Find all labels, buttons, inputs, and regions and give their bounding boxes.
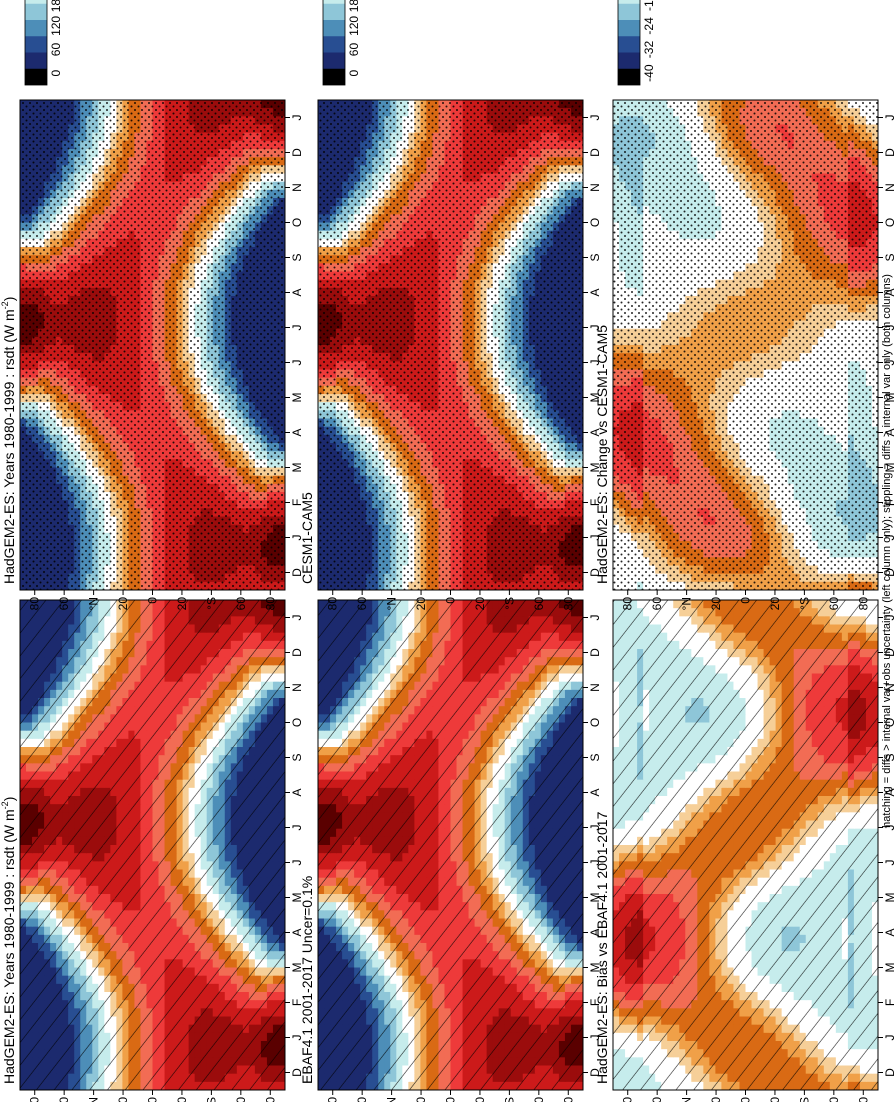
y-tick-label: 80: [28, 1097, 42, 1102]
x-tick-label: M: [290, 893, 304, 903]
heatmap-field: [20, 600, 285, 1090]
y-tick-label: 80: [263, 1097, 277, 1102]
x-tick-label: S: [290, 753, 304, 761]
heatmap-field: [20, 100, 285, 590]
y-tick-label: 20: [116, 1097, 130, 1102]
y-tick-label: 60: [234, 1097, 248, 1102]
x-tick-label: J: [290, 1035, 304, 1041]
x-tick-label: M: [290, 963, 304, 973]
x-tick-label: J: [290, 615, 304, 621]
y-tick-label: 0: [146, 1097, 160, 1102]
y-tick-label: 20: [175, 1097, 189, 1102]
x-tick-label: J: [290, 860, 304, 866]
x-tick-label: O: [290, 718, 304, 727]
x-tick-label: D: [290, 648, 304, 657]
y-tick-label: °S: [204, 1097, 218, 1102]
x-tick-label: D: [290, 1068, 304, 1077]
x-tick-label: N: [290, 683, 304, 692]
y-tick-label: 60: [57, 1097, 71, 1102]
x-tick-label: F: [290, 999, 304, 1006]
y-tick-label: °N: [87, 1097, 101, 1102]
x-tick-label: A: [290, 928, 304, 936]
panel-1: D J F M A M J J A S O N D J 80 60 °N 20 0 20 °S 60 80 HadGEM2-E…: [0, 324, 304, 1102]
x-tick-label: J: [290, 825, 304, 831]
panel-title: HadGEM2-ES: Years 1980-1999 : rsdt (W m-…: [0, 797, 17, 1084]
x-tick-label: A: [290, 788, 304, 796]
hatching-overlay: [20, 600, 285, 1090]
